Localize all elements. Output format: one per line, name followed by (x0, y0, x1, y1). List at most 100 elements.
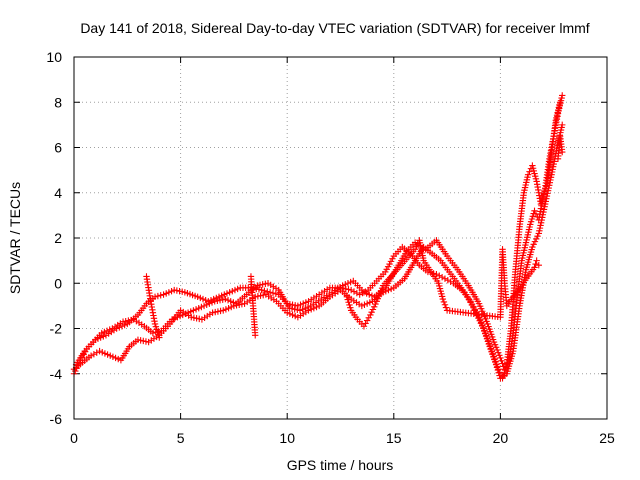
y-tick-label: -2 (50, 321, 63, 337)
data-point (527, 218, 535, 225)
data-point (93, 349, 100, 356)
data-point (504, 359, 511, 367)
y-tick-label: 6 (54, 140, 62, 156)
data-point (436, 272, 443, 279)
data-point (556, 99, 564, 106)
data-point (527, 221, 534, 228)
data-point (559, 148, 566, 156)
y-tick-label: 8 (54, 94, 62, 110)
data-point (370, 303, 378, 310)
data-point (531, 264, 538, 271)
y-tick-label: 2 (54, 230, 62, 246)
data-point (151, 293, 159, 301)
data-point (501, 366, 508, 373)
data-point (498, 357, 505, 364)
data-point (157, 292, 164, 299)
data-point (343, 293, 351, 301)
chart-title: Day 141 of 2018, Sidereal Day-to-day VTE… (80, 20, 589, 36)
data-point (154, 292, 162, 300)
axis-ticks: 0 5 10 15 20 25 -6 -4 -2 0 2 4 6 8 10 (46, 49, 615, 446)
x-tick-label: 20 (493, 430, 509, 446)
x-tick-label: 5 (177, 430, 185, 446)
x-axis-label: GPS time / hours (287, 457, 394, 473)
y-tick-label: 10 (46, 49, 62, 65)
data-point (502, 363, 510, 370)
data-point (533, 257, 540, 264)
data-point (346, 301, 353, 309)
data-point (531, 207, 538, 215)
x-tick-label: 25 (599, 430, 615, 446)
data-point (87, 352, 95, 359)
y-tick-label: 0 (54, 275, 62, 291)
data-point (441, 275, 449, 282)
data-point (151, 320, 159, 328)
data-point (543, 183, 550, 190)
data-point (495, 369, 502, 377)
y-axis-label: SDTVAR / TECUs (7, 182, 23, 294)
data-point (413, 243, 420, 250)
data-point (356, 291, 363, 298)
data-point (367, 311, 374, 319)
data-point (534, 232, 541, 240)
data-point (529, 243, 536, 251)
data-point (264, 288, 271, 295)
data-point (438, 274, 446, 281)
data-point (258, 286, 265, 294)
data-point (347, 286, 355, 294)
data-point (531, 238, 539, 245)
data-point (533, 235, 540, 243)
data-point (368, 309, 375, 316)
data-point (532, 260, 539, 268)
data-point (442, 304, 450, 311)
data-point (154, 328, 161, 336)
data-point (524, 171, 532, 178)
data-point (411, 246, 419, 253)
data-point (441, 301, 449, 308)
y-tick-label: -6 (50, 411, 63, 427)
plot-frame (73, 56, 608, 420)
data-point (266, 289, 274, 296)
data-point (439, 295, 447, 303)
data-point (345, 299, 352, 306)
data-point (155, 331, 162, 339)
data-point (492, 361, 500, 368)
data-point (269, 289, 277, 297)
data-point (444, 277, 452, 284)
data-point (542, 185, 549, 193)
data-point (90, 350, 98, 358)
data-points (70, 92, 566, 382)
data-point (369, 306, 377, 313)
data-point (530, 241, 537, 248)
data-point (539, 194, 547, 201)
x-tick-label: 0 (70, 430, 78, 446)
data-point (153, 326, 160, 333)
data-point (350, 288, 358, 295)
data-point (541, 188, 548, 196)
data-point (493, 364, 501, 371)
data-point (347, 304, 354, 311)
data-point (528, 215, 536, 223)
data-point (440, 298, 448, 306)
data-point (156, 334, 163, 341)
y-tick-label: 4 (54, 185, 62, 201)
data-point (353, 289, 361, 297)
series-track-d (143, 132, 566, 341)
data-point (372, 300, 379, 308)
data-point (559, 92, 566, 99)
data-point (252, 332, 259, 339)
data-point (559, 121, 566, 129)
data-point (152, 323, 160, 330)
data-point (344, 296, 351, 303)
data-point (494, 366, 502, 374)
data-point (149, 329, 157, 337)
data-point (261, 287, 268, 294)
y-tick-label: -4 (50, 366, 63, 382)
data-point (540, 191, 548, 198)
data-point (497, 354, 504, 362)
data-point (526, 168, 533, 175)
data-point (535, 261, 542, 269)
data-point (447, 278, 454, 285)
data-point (272, 290, 280, 298)
x-tick-label: 15 (386, 430, 402, 446)
